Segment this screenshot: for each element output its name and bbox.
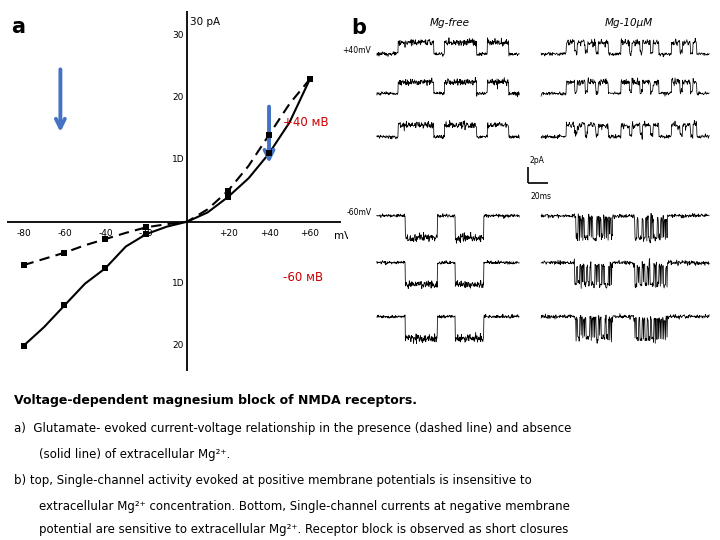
Text: mV: mV <box>335 231 352 241</box>
Text: 30 pA: 30 pA <box>190 17 220 27</box>
Text: 1D: 1D <box>171 155 184 164</box>
Text: b: b <box>351 18 366 38</box>
Text: extracellular Mg²⁺ concentration. ​Bottom​, Single-channel currents at negative : extracellular Mg²⁺ concentration. ​Botto… <box>39 500 570 513</box>
Text: a: a <box>12 17 25 37</box>
Text: -20: -20 <box>139 229 153 238</box>
Text: 20: 20 <box>173 341 184 350</box>
Text: potential are sensitive to extracellular Mg²⁺. Receptor block is observed as sho: potential are sensitive to extracellular… <box>39 523 568 536</box>
Text: 20ms: 20ms <box>530 192 552 201</box>
Text: -60: -60 <box>57 229 72 238</box>
Text: Voltage-dependent magnesium block of NMDA receptors.: Voltage-dependent magnesium block of NMD… <box>14 394 418 407</box>
Text: Mg-10μM: Mg-10μM <box>605 18 653 28</box>
Text: +20: +20 <box>219 229 238 238</box>
Text: -60mV: -60mV <box>346 208 372 217</box>
Text: Mg-free: Mg-free <box>430 18 470 28</box>
Text: +40: +40 <box>260 229 279 238</box>
Text: 2pA: 2pA <box>529 157 544 165</box>
Text: (solid line) of extracellular Mg²⁺.: (solid line) of extracellular Mg²⁺. <box>39 448 230 461</box>
Text: +60: +60 <box>300 229 320 238</box>
Text: a)  Glutamate- evoked current-voltage relationship in the presence (dashed line): a) Glutamate- evoked current-voltage rel… <box>14 422 572 435</box>
Text: -60 мВ: -60 мВ <box>284 271 323 284</box>
Text: 20: 20 <box>173 93 184 102</box>
Text: +40mV: +40mV <box>343 46 372 55</box>
Text: 30: 30 <box>173 31 184 40</box>
Text: -80: -80 <box>16 229 31 238</box>
Text: -40: -40 <box>98 229 113 238</box>
Text: b) ​top​, Single-channel activity evoked at positive membrane potentials is inse: b) ​top​, Single-channel activity evoked… <box>14 474 532 487</box>
Text: +40 мВ: +40 мВ <box>284 116 329 129</box>
Text: 1D: 1D <box>171 279 184 288</box>
